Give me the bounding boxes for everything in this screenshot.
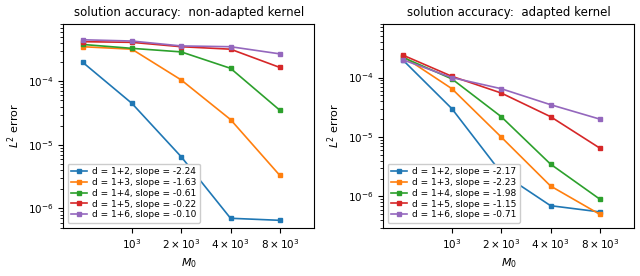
d = 1+4, slope = -0.61 <box>227 67 234 70</box>
d = 1+2, slope = -2.24 <box>227 217 234 220</box>
d = 1+6, slope = -0.71 <box>448 76 456 79</box>
d = 1+5, slope = -1.15 <box>596 147 604 150</box>
d = 1+5, slope = -1.15 <box>547 115 554 118</box>
d = 1+2, slope = -2.17 <box>399 58 406 61</box>
Legend: d = 1+2, slope = -2.24, d = 1+3, slope = -1.63, d = 1+4, slope = -0.61, d = 1+5,: d = 1+2, slope = -2.24, d = 1+3, slope =… <box>68 164 200 223</box>
d = 1+6, slope = -0.10 <box>128 39 136 43</box>
X-axis label: $M_0$: $M_0$ <box>500 257 516 270</box>
Legend: d = 1+2, slope = -2.17, d = 1+3, slope = -2.23, d = 1+4, slope = -1.98, d = 1+5,: d = 1+2, slope = -2.17, d = 1+3, slope =… <box>388 164 520 223</box>
d = 1+3, slope = -2.23 <box>497 135 505 139</box>
Line: d = 1+5, slope = -0.22: d = 1+5, slope = -0.22 <box>80 39 282 70</box>
d = 1+5, slope = -1.15 <box>448 75 456 78</box>
d = 1+4, slope = -1.98 <box>497 115 505 118</box>
Y-axis label: $L^2$ error: $L^2$ error <box>6 103 22 148</box>
d = 1+4, slope = -0.61 <box>177 50 185 54</box>
d = 1+2, slope = -2.24 <box>276 219 284 222</box>
d = 1+4, slope = -1.98 <box>596 198 604 201</box>
d = 1+2, slope = -2.17 <box>497 171 505 174</box>
d = 1+5, slope = -0.22 <box>177 45 185 48</box>
d = 1+3, slope = -1.63 <box>128 47 136 51</box>
Line: d = 1+4, slope = -0.61: d = 1+4, slope = -0.61 <box>80 42 282 113</box>
Line: d = 1+6, slope = -0.71: d = 1+6, slope = -0.71 <box>400 57 602 121</box>
d = 1+4, slope = -1.98 <box>547 163 554 166</box>
d = 1+2, slope = -2.24 <box>128 102 136 105</box>
d = 1+3, slope = -2.23 <box>448 87 456 90</box>
d = 1+3, slope = -1.63 <box>79 45 86 48</box>
Y-axis label: $L^2$ error: $L^2$ error <box>326 103 342 148</box>
d = 1+4, slope = -1.98 <box>399 55 406 59</box>
d = 1+5, slope = -0.22 <box>276 66 284 69</box>
Title: solution accuracy:  adapted kernel: solution accuracy: adapted kernel <box>407 6 611 18</box>
Line: d = 1+6, slope = -0.10: d = 1+6, slope = -0.10 <box>80 37 282 56</box>
Line: d = 1+2, slope = -2.24: d = 1+2, slope = -2.24 <box>80 60 282 223</box>
d = 1+5, slope = -0.22 <box>79 40 86 43</box>
d = 1+5, slope = -0.22 <box>128 41 136 44</box>
d = 1+6, slope = -0.10 <box>276 52 284 55</box>
d = 1+6, slope = -0.10 <box>79 38 86 41</box>
d = 1+3, slope = -2.23 <box>547 184 554 188</box>
d = 1+6, slope = -0.71 <box>399 58 406 61</box>
d = 1+6, slope = -0.10 <box>227 45 234 48</box>
d = 1+3, slope = -1.63 <box>177 78 185 82</box>
d = 1+3, slope = -1.63 <box>276 174 284 177</box>
d = 1+2, slope = -2.17 <box>596 210 604 214</box>
d = 1+2, slope = -2.17 <box>547 204 554 207</box>
d = 1+5, slope = -0.22 <box>227 47 234 51</box>
X-axis label: $M_0$: $M_0$ <box>180 257 196 270</box>
d = 1+2, slope = -2.24 <box>177 155 185 158</box>
d = 1+3, slope = -1.63 <box>227 118 234 121</box>
d = 1+4, slope = -0.61 <box>79 43 86 46</box>
d = 1+6, slope = -0.10 <box>177 44 185 47</box>
d = 1+5, slope = -1.15 <box>497 91 505 95</box>
d = 1+5, slope = -1.15 <box>399 53 406 57</box>
d = 1+3, slope = -2.23 <box>399 54 406 58</box>
d = 1+2, slope = -2.24 <box>79 60 86 64</box>
Line: d = 1+2, slope = -2.17: d = 1+2, slope = -2.17 <box>400 57 602 214</box>
d = 1+4, slope = -0.61 <box>276 109 284 112</box>
d = 1+2, slope = -2.17 <box>448 107 456 110</box>
d = 1+4, slope = -1.98 <box>448 77 456 81</box>
Line: d = 1+5, slope = -1.15: d = 1+5, slope = -1.15 <box>400 52 602 151</box>
d = 1+6, slope = -0.71 <box>547 103 554 106</box>
d = 1+6, slope = -0.71 <box>596 118 604 121</box>
d = 1+6, slope = -0.71 <box>497 87 505 90</box>
d = 1+3, slope = -2.23 <box>596 213 604 216</box>
Line: d = 1+3, slope = -1.63: d = 1+3, slope = -1.63 <box>80 44 282 178</box>
d = 1+4, slope = -0.61 <box>128 47 136 50</box>
Line: d = 1+4, slope = -1.98: d = 1+4, slope = -1.98 <box>400 55 602 202</box>
Title: solution accuracy:  non-adapted kernel: solution accuracy: non-adapted kernel <box>74 6 304 18</box>
Line: d = 1+3, slope = -2.23: d = 1+3, slope = -2.23 <box>400 54 602 217</box>
